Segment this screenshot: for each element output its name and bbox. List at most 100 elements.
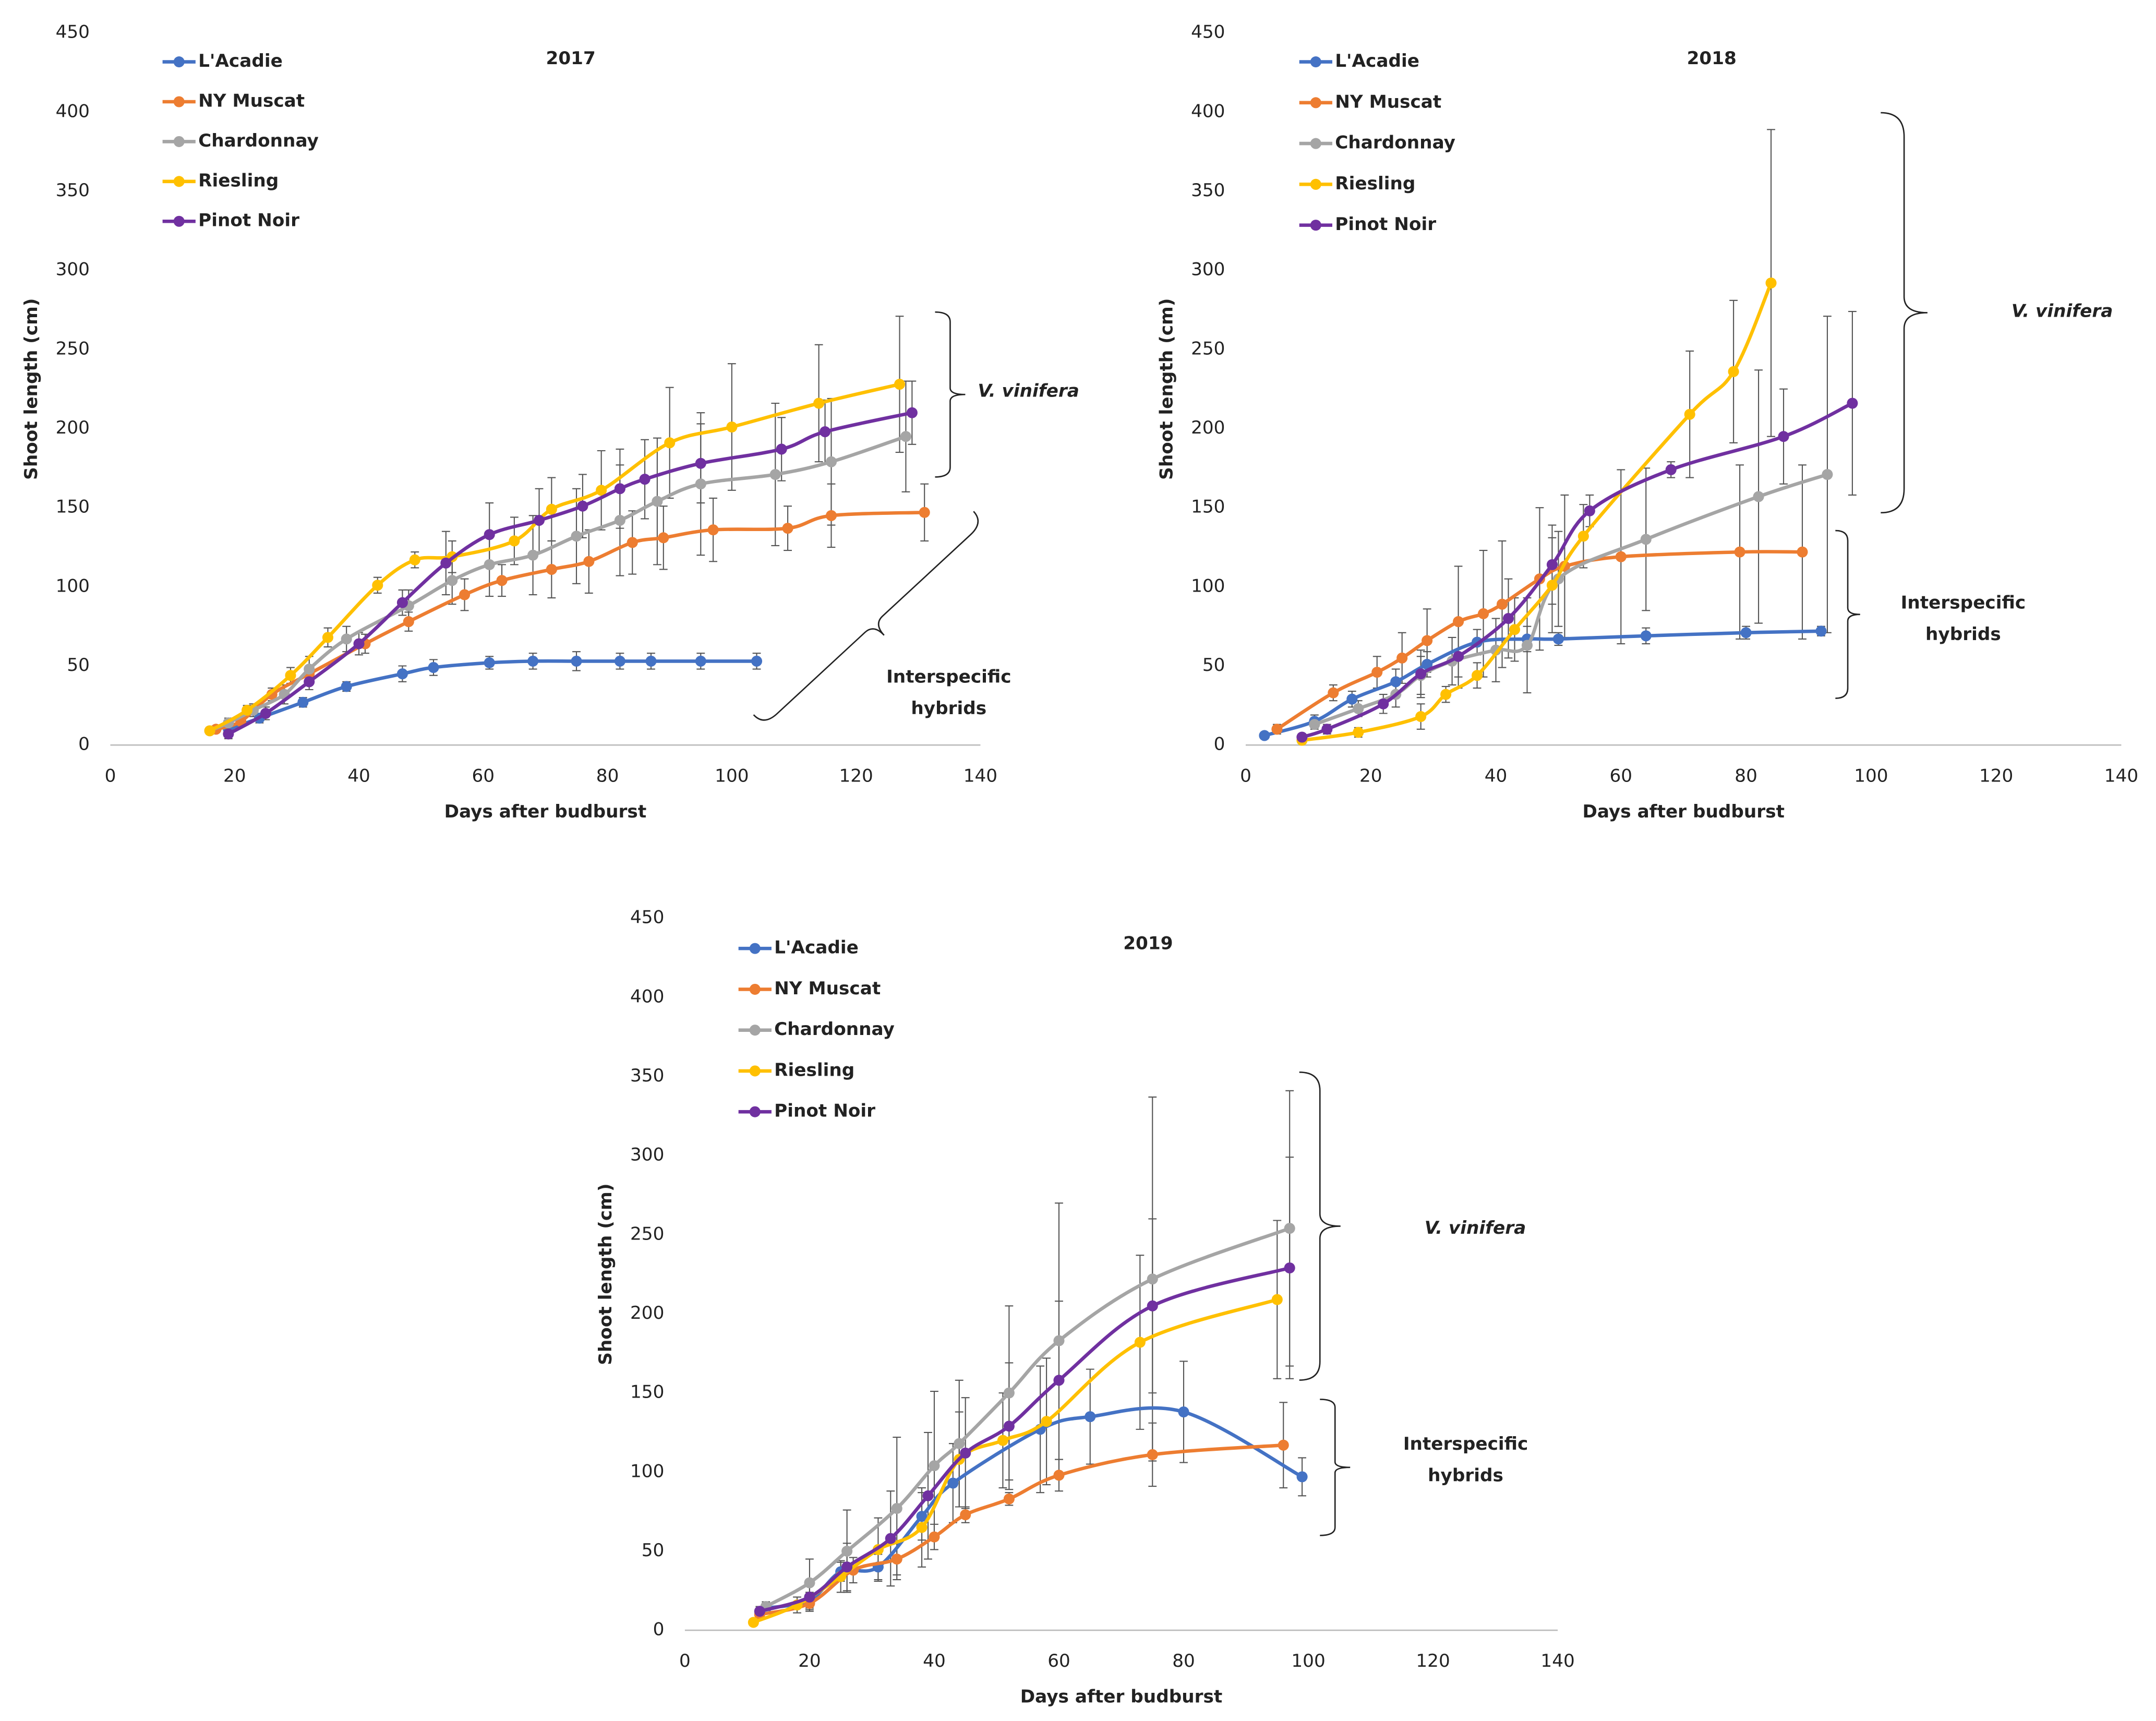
data-point (1778, 431, 1789, 442)
series-line (209, 435, 907, 732)
y-tick-label: 450 (1191, 22, 1225, 43)
data-point (1415, 711, 1427, 723)
data-point (804, 1577, 815, 1588)
y-tick-label: 250 (56, 338, 90, 359)
annotation: hybrids (1925, 624, 2001, 645)
data-point (403, 616, 414, 628)
y-tick-label: 150 (1191, 497, 1225, 517)
data-point (1577, 531, 1589, 542)
annotation: Interspecific (1901, 592, 2026, 613)
data-point (1147, 1273, 1158, 1285)
legend-label: L'Acadie (1335, 51, 1419, 71)
legend-marker (749, 1025, 761, 1036)
data-point (1640, 534, 1652, 545)
data-point (341, 681, 352, 692)
data-point (1453, 616, 1464, 628)
data-point (447, 575, 458, 586)
y-axis-title: Shoot length (cm) (1156, 298, 1177, 480)
data-point (1797, 546, 1808, 558)
data-point (1284, 1262, 1295, 1274)
legend-marker (749, 943, 761, 954)
data-point (885, 1533, 896, 1544)
data-point (916, 1522, 928, 1533)
data-point (1284, 1223, 1295, 1234)
y-axis-title: Shoot length (cm) (595, 1183, 616, 1365)
data-point (891, 1554, 902, 1565)
legend-label: Riesling (774, 1060, 854, 1080)
data-point (1422, 635, 1433, 646)
y-tick-label: 100 (1191, 575, 1225, 596)
data-point (1453, 651, 1464, 662)
data-point (1815, 625, 1827, 637)
data-point (929, 1460, 940, 1472)
x-tick-label: 40 (1485, 765, 1508, 786)
data-point (900, 431, 911, 442)
data-point (396, 597, 408, 608)
data-point (297, 696, 309, 708)
legend-marker (1310, 138, 1321, 149)
data-point (894, 379, 906, 390)
data-point (1521, 640, 1533, 651)
y-tick-label: 400 (630, 986, 664, 1007)
legend-marker (173, 96, 185, 107)
annotation: hybrids (1428, 1465, 1503, 1486)
data-point (707, 524, 719, 536)
data-point (571, 531, 582, 542)
x-tick-label: 20 (1359, 765, 1382, 786)
data-point (754, 1606, 765, 1617)
data-point (1296, 731, 1308, 743)
data-point (533, 514, 545, 526)
legend-marker (1310, 56, 1321, 68)
data-point (820, 426, 831, 438)
x-tick-label: 100 (1291, 1651, 1325, 1671)
series-line (1264, 629, 1822, 738)
x-tick-label: 0 (105, 765, 116, 786)
y-tick-label: 200 (630, 1303, 664, 1323)
data-point (1765, 277, 1777, 289)
y-tick-label: 250 (1191, 338, 1225, 359)
data-point (341, 633, 352, 645)
data-point (1734, 546, 1745, 558)
legend-label: Riesling (1335, 173, 1415, 194)
legend-label: Riesling (198, 170, 279, 191)
x-axis-title: Days after budburst (1582, 801, 1785, 822)
data-point (664, 437, 676, 449)
y-tick-label: 0 (653, 1619, 665, 1640)
data-point (304, 676, 315, 688)
y-axis-title: Shoot length (cm) (21, 298, 42, 480)
data-point (285, 670, 296, 681)
data-point (577, 500, 588, 512)
annotation: hybrids (911, 698, 986, 719)
bracket (1881, 112, 1928, 514)
data-point (997, 1435, 1008, 1446)
data-point (614, 655, 625, 667)
data-point (571, 655, 582, 667)
data-point (1665, 464, 1677, 475)
y-tick-label: 450 (630, 907, 664, 928)
data-point (1371, 667, 1383, 678)
data-point (614, 514, 625, 526)
annotation: V. vinifera (2012, 301, 2113, 322)
y-tick-label: 300 (1191, 259, 1225, 280)
data-point (1353, 703, 1364, 714)
y-tick-label: 300 (630, 1145, 664, 1165)
y-tick-label: 0 (1214, 734, 1225, 755)
data-point (960, 1447, 971, 1459)
y-tick-label: 50 (1202, 655, 1225, 676)
data-point (1740, 627, 1752, 639)
x-tick-label: 40 (923, 1651, 946, 1671)
x-tick-label: 40 (347, 765, 370, 786)
x-tick-label: 120 (1416, 1651, 1450, 1671)
y-tick-label: 150 (630, 1382, 664, 1403)
data-point (639, 474, 651, 485)
series-line (753, 1298, 1278, 1624)
series-line (1314, 473, 1828, 726)
x-axis-title: Days after budburst (444, 801, 647, 822)
data-point (242, 704, 253, 716)
data-point (409, 554, 420, 565)
data-point (1546, 559, 1558, 570)
y-tick-label: 400 (56, 101, 90, 122)
data-point (1328, 687, 1339, 699)
legend-marker (749, 1065, 761, 1077)
